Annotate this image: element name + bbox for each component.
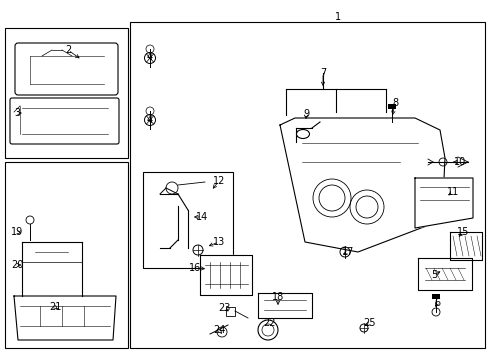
Polygon shape bbox=[14, 296, 116, 340]
Polygon shape bbox=[417, 258, 471, 290]
Bar bbox=[142, 172, 232, 268]
Text: 5: 5 bbox=[430, 270, 436, 280]
Text: 25: 25 bbox=[363, 318, 375, 328]
Text: 2: 2 bbox=[65, 45, 71, 55]
Text: 16: 16 bbox=[188, 263, 201, 273]
Text: 4: 4 bbox=[146, 52, 153, 62]
Text: 1: 1 bbox=[334, 12, 340, 22]
Polygon shape bbox=[449, 232, 481, 260]
Text: 24: 24 bbox=[212, 325, 225, 335]
Polygon shape bbox=[258, 293, 311, 318]
Polygon shape bbox=[200, 255, 251, 295]
Text: 7: 7 bbox=[319, 68, 325, 78]
Ellipse shape bbox=[296, 130, 309, 139]
Polygon shape bbox=[414, 178, 472, 228]
Text: 21: 21 bbox=[49, 302, 61, 312]
Polygon shape bbox=[280, 118, 444, 252]
Bar bbox=[5, 162, 128, 348]
Text: 9: 9 bbox=[303, 109, 308, 119]
Bar bbox=[387, 104, 395, 109]
Text: 13: 13 bbox=[212, 237, 224, 247]
Bar bbox=[225, 307, 235, 316]
Text: 3: 3 bbox=[14, 108, 20, 118]
Text: 22: 22 bbox=[263, 318, 276, 328]
Text: 17: 17 bbox=[341, 247, 353, 257]
Text: 23: 23 bbox=[217, 303, 230, 313]
Text: 12: 12 bbox=[212, 176, 225, 186]
Text: 6: 6 bbox=[433, 298, 439, 308]
Text: 15: 15 bbox=[456, 227, 468, 237]
Bar bbox=[431, 294, 439, 299]
Text: 20: 20 bbox=[11, 260, 23, 270]
Text: 8: 8 bbox=[391, 98, 397, 108]
FancyBboxPatch shape bbox=[15, 43, 118, 95]
Text: 14: 14 bbox=[196, 212, 208, 222]
Text: 10: 10 bbox=[453, 157, 465, 167]
Bar bbox=[130, 22, 484, 348]
Text: 18: 18 bbox=[271, 292, 284, 302]
Text: 19: 19 bbox=[11, 227, 23, 237]
FancyBboxPatch shape bbox=[10, 98, 119, 144]
Text: 11: 11 bbox=[446, 187, 458, 197]
Text: 4: 4 bbox=[146, 115, 153, 125]
Bar bbox=[5, 28, 128, 158]
